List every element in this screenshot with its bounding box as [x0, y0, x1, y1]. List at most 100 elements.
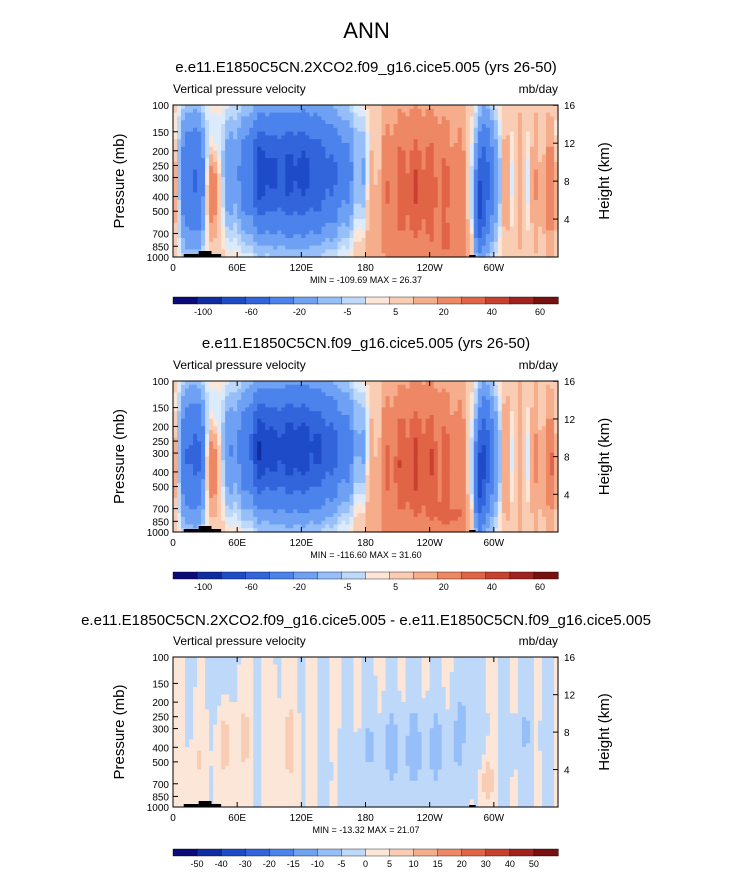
field-cell — [281, 120, 286, 125]
field-cell — [513, 169, 519, 174]
field-cell — [353, 388, 359, 393]
field-cell — [425, 131, 431, 136]
field-cell — [445, 381, 451, 386]
field-cell — [461, 120, 467, 125]
field-cell — [453, 120, 459, 125]
field-cell — [225, 219, 230, 224]
field-cell — [293, 234, 298, 239]
field-cell — [533, 150, 539, 155]
field-cell — [345, 411, 351, 416]
field-cell — [397, 108, 403, 114]
field-cell — [301, 414, 306, 420]
field-cell — [205, 392, 210, 397]
field-cell — [493, 411, 499, 416]
field-cell — [345, 139, 351, 144]
field-cell — [409, 135, 415, 140]
field-cell — [505, 131, 511, 136]
field-cell — [505, 384, 511, 390]
field-cell — [297, 158, 302, 163]
field-cell — [549, 384, 555, 390]
field-cell — [261, 414, 266, 420]
field-cell — [221, 165, 226, 171]
field-cell — [345, 219, 351, 224]
field-cell — [517, 165, 523, 171]
field-cell — [541, 407, 547, 412]
field-cell — [517, 245, 523, 250]
field-cell — [201, 411, 206, 416]
field-cell — [465, 245, 471, 250]
field-cell — [329, 184, 335, 190]
field-cell — [281, 127, 286, 133]
field-cell — [213, 139, 218, 144]
field-cell — [229, 418, 234, 424]
colorbar-box — [365, 296, 391, 305]
field-cell — [429, 173, 435, 178]
field-cell — [333, 418, 339, 424]
field-cell — [341, 403, 347, 409]
field-cell — [229, 165, 234, 171]
field-cell — [377, 116, 383, 121]
field-cell — [241, 249, 246, 254]
field-cell — [217, 245, 222, 250]
field-cell — [209, 177, 214, 182]
field-cell — [393, 177, 399, 182]
field-cell — [269, 207, 274, 212]
field-cell — [229, 392, 234, 397]
field-cell — [213, 245, 218, 250]
field-cell — [485, 222, 491, 228]
field-cell — [497, 245, 503, 250]
field-cell — [453, 143, 459, 148]
panel-title: e.e11.E1850C5CN.f09_g16.cice5.005 (yrs 2… — [202, 335, 530, 352]
field-cell — [537, 407, 543, 412]
field-cell — [369, 384, 375, 390]
field-cell — [461, 392, 467, 397]
field-cell — [237, 411, 242, 416]
field-cell — [297, 222, 302, 228]
y-tick-label: 300 — [152, 174, 169, 185]
field-cell — [445, 146, 451, 152]
field-cell — [357, 392, 363, 397]
field-cell — [425, 162, 431, 167]
field-cell — [245, 234, 250, 239]
field-cell — [185, 177, 190, 182]
field-cell — [277, 403, 282, 409]
page-title: ANN — [343, 18, 390, 43]
field-cell — [417, 207, 423, 212]
field-cell — [497, 222, 503, 228]
field-cell — [453, 124, 459, 129]
field-cell — [405, 396, 411, 401]
field-cell — [353, 169, 359, 174]
field-cell — [193, 127, 198, 133]
field-cell — [173, 188, 178, 193]
field-cell — [173, 207, 178, 212]
field-cell — [225, 215, 230, 220]
field-cell — [245, 222, 250, 228]
field-cell — [277, 124, 282, 129]
field-cell — [185, 245, 190, 250]
field-cell — [529, 127, 535, 133]
field-cell — [369, 192, 375, 197]
field-cell — [377, 154, 383, 159]
field-cell — [405, 407, 411, 412]
field-cell — [365, 158, 371, 163]
field-cell — [321, 169, 326, 174]
field-cell — [241, 116, 246, 121]
field-cell — [513, 177, 519, 182]
field-cell — [445, 124, 451, 129]
field-cell — [517, 407, 523, 412]
field-cell — [373, 399, 379, 405]
field-cell — [305, 411, 310, 416]
field-cell — [521, 234, 527, 239]
field-cell — [445, 173, 451, 178]
field-cell — [369, 411, 375, 416]
field-cell — [397, 396, 403, 401]
field-cell — [493, 169, 499, 174]
field-cell — [229, 207, 234, 212]
field-cell — [317, 105, 322, 110]
field-cell — [297, 226, 302, 231]
field-cell — [473, 241, 479, 247]
field-cell — [201, 158, 206, 163]
field-cell — [317, 230, 322, 235]
field-cell — [181, 396, 186, 401]
field-cell — [553, 226, 559, 231]
